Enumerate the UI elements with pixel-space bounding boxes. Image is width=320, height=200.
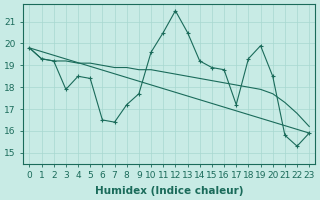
X-axis label: Humidex (Indice chaleur): Humidex (Indice chaleur) xyxy=(95,186,244,196)
